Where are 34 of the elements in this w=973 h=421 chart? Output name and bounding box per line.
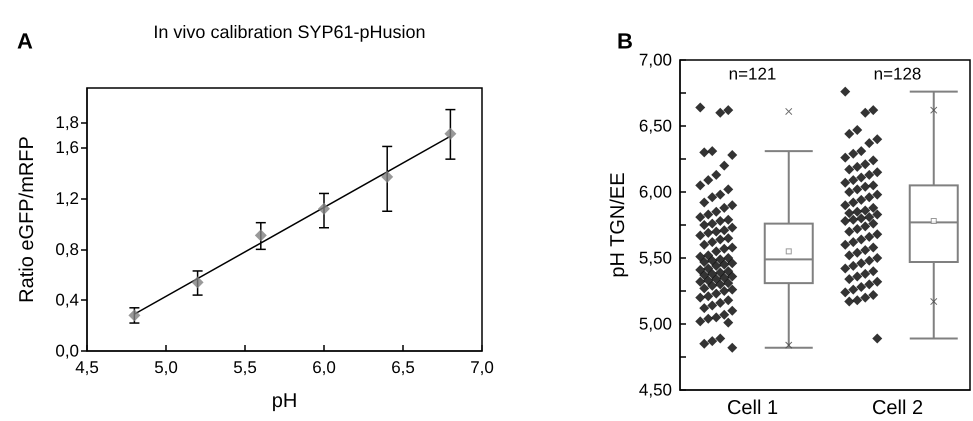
y-axis-title: pH TGN/EE [607, 172, 629, 278]
point [444, 128, 456, 140]
point [128, 309, 140, 322]
x-tick-label: 5,5 [233, 358, 257, 377]
point [254, 229, 267, 242]
y-tick-label: 5,50 [638, 248, 672, 268]
y-tick-label: 7,00 [638, 50, 672, 70]
y-tick-label: 5,00 [638, 314, 672, 334]
y-tick-label: 1,2 [55, 189, 79, 208]
y-tick-label: 0,8 [55, 240, 79, 259]
point [318, 202, 330, 215]
y-tick-label: 6,50 [638, 116, 672, 136]
x-tick-label: 6,0 [312, 358, 336, 377]
chart-title: In vivo calibration SYP61-pHusion [153, 22, 426, 42]
y-tick-label: 1,8 [55, 112, 79, 132]
text: B [617, 28, 633, 54]
point [192, 276, 204, 288]
y-axis-title: Ratio eGFP/mRFP [16, 136, 38, 303]
y-tick-label: 1,6 [55, 138, 79, 158]
annotation: n=121 [728, 64, 776, 84]
point [381, 170, 394, 183]
x-tick-label: 7,0 [470, 358, 494, 377]
text: A [17, 28, 33, 54]
y-tick-label: 0,0 [55, 342, 79, 360]
x-axis-title: pH [272, 390, 298, 412]
y-tick-label: 0,4 [55, 290, 79, 310]
x-tick-label: 6,5 [391, 358, 415, 377]
x-tick-label: 4,5 [75, 358, 99, 377]
x-tick-label: Cell 2 [872, 397, 924, 419]
y-tick-label: 6,00 [638, 182, 672, 202]
y-tick-label: 4,50 [638, 380, 672, 400]
x-tick-label: 5,0 [154, 358, 178, 377]
annotation: n=128 [874, 64, 922, 84]
x-tick-label: Cell 1 [726, 397, 778, 419]
